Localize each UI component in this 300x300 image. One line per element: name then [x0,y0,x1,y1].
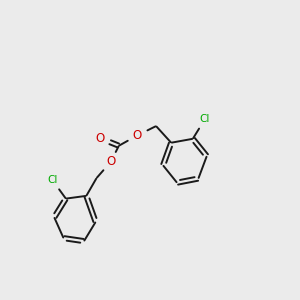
Text: O: O [106,155,116,168]
Text: O: O [133,129,142,142]
Text: Cl: Cl [47,176,58,185]
Text: O: O [95,132,104,145]
Text: Cl: Cl [200,114,210,124]
